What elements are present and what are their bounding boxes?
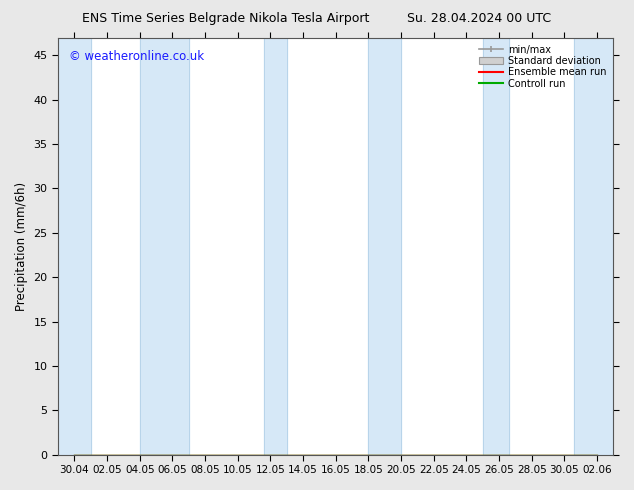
Bar xyxy=(139,38,189,455)
Text: © weatheronline.co.uk: © weatheronline.co.uk xyxy=(69,50,204,63)
Bar xyxy=(482,38,509,455)
Y-axis label: Precipitation (mm/6h): Precipitation (mm/6h) xyxy=(15,182,28,311)
Bar xyxy=(58,38,91,455)
Bar xyxy=(264,38,287,455)
Text: ENS Time Series Belgrade Nikola Tesla Airport: ENS Time Series Belgrade Nikola Tesla Ai… xyxy=(82,12,370,25)
Bar xyxy=(574,38,614,455)
Legend: min/max, Standard deviation, Ensemble mean run, Controll run: min/max, Standard deviation, Ensemble me… xyxy=(477,43,609,91)
Bar xyxy=(368,38,401,455)
Text: Su. 28.04.2024 00 UTC: Su. 28.04.2024 00 UTC xyxy=(408,12,552,25)
